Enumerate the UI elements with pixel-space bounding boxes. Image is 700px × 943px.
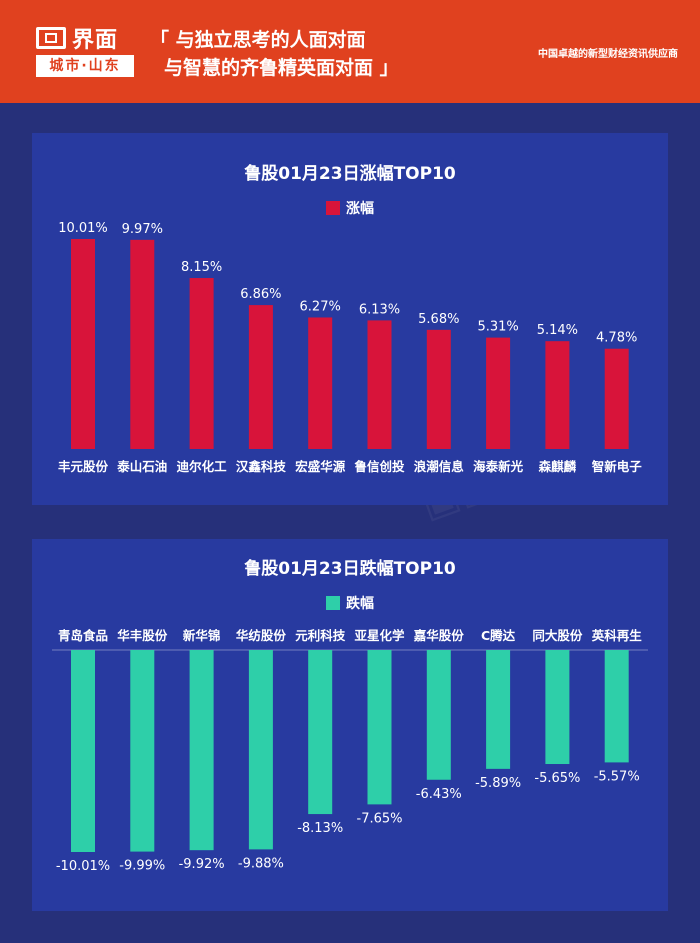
category-label: 英科再生 — [592, 628, 643, 643]
losers-chart-panel: 鲁股01月23日跌幅TOP10 跌幅 青岛食品 -10.01% 华丰股份 -9.99%… — [32, 539, 668, 911]
data-label: -9.88% — [238, 856, 284, 871]
data-label: -5.57% — [594, 769, 640, 784]
data-label: 9.97% — [122, 222, 163, 237]
chart-title: 鲁股01月23日涨幅TOP10 — [244, 164, 456, 184]
slogan: 「 与独立思考的人面对面 与智慧的齐鲁精英面对面 」 — [150, 26, 399, 82]
bar-loss — [604, 650, 629, 763]
bar-loss — [367, 650, 392, 805]
data-label: 5.68% — [418, 312, 459, 327]
category-label: 鲁信创投 — [353, 459, 405, 474]
category-label: 森麒麟 — [539, 459, 577, 474]
legend-label: 涨幅 — [346, 201, 374, 217]
slogan-line-1: 「 与独立思考的人面对面 — [150, 29, 366, 51]
data-label: -8.13% — [297, 821, 343, 836]
data-label: 6.86% — [240, 287, 281, 302]
bar-gain — [71, 239, 95, 449]
bar-loss — [308, 650, 333, 815]
bar-gain — [308, 317, 333, 449]
bar-loss — [130, 650, 155, 852]
bar-loss — [248, 650, 273, 850]
category-label: 丰元股份 — [58, 459, 109, 474]
logo-subtitle: 城市·山东 — [36, 55, 134, 77]
bar-gain — [130, 239, 155, 449]
data-label: -5.89% — [475, 776, 521, 791]
bar-gain — [367, 320, 392, 449]
data-label: -7.65% — [357, 811, 403, 826]
category-label: 亚星化学 — [354, 628, 405, 643]
category-label: 元利科技 — [295, 628, 346, 643]
bar-gain — [486, 337, 511, 449]
data-label: 5.31% — [477, 320, 518, 335]
chart-legend: 跌幅 — [32, 593, 668, 613]
category-label: 华丰股份 — [117, 628, 168, 643]
bar-gain — [248, 305, 273, 449]
bar-loss — [71, 650, 95, 852]
bar-loss — [486, 650, 511, 769]
gainers-chart-panel: 鲁股01月23日涨幅TOP10 涨幅 10.01% 丰元股份 9.97% 泰山石油 8.… — [32, 133, 668, 505]
category-label: 泰山石油 — [116, 459, 167, 474]
data-label: -10.01% — [56, 859, 110, 874]
slogan-line-2: 与智慧的齐鲁精英面对面 」 — [164, 57, 399, 79]
data-label: -5.65% — [534, 771, 580, 786]
tagline: 中国卓越的新型财经资讯供应商 — [538, 49, 678, 60]
category-label: 同大股份 — [532, 628, 583, 643]
chart-title: 鲁股01月23日跌幅TOP10 — [244, 559, 456, 579]
data-label: 6.27% — [300, 299, 341, 314]
chart-legend: 涨幅 — [32, 198, 668, 218]
category-label: C腾达 — [481, 628, 516, 643]
category-label: 浪潮信息 — [414, 459, 465, 474]
header-banner: 界面 城市·山东 「 与独立思考的人面对面 与智慧的齐鲁精英面对面 」 中国卓越… — [0, 0, 700, 103]
legend-label: 跌幅 — [346, 596, 374, 612]
category-label: 迪尔化工 — [177, 459, 228, 474]
data-label: 5.14% — [537, 323, 578, 338]
logo-mark-icon — [36, 27, 66, 49]
category-label: 宏盛华源 — [295, 459, 346, 474]
legend-swatch — [326, 201, 340, 215]
bar-gain — [189, 278, 214, 449]
category-label: 华纺股份 — [236, 628, 287, 643]
category-label: 嘉华股份 — [413, 628, 465, 643]
data-label: 4.78% — [596, 331, 637, 346]
data-label: -6.43% — [416, 787, 462, 802]
data-label: 8.15% — [181, 260, 222, 275]
bar-loss — [189, 650, 214, 851]
category-label: 青岛食品 — [58, 628, 108, 643]
data-label: 6.13% — [359, 302, 400, 317]
brand-logo: 界面 城市·山东 — [36, 24, 134, 78]
gainers-bar-chart: 10.01% 丰元股份 9.97% 泰山石油 8.15% 迪尔化工 6.86% 汉鑫科技 6.2… — [58, 221, 643, 474]
bar-gain — [545, 341, 570, 449]
category-label: 新华锦 — [183, 628, 221, 643]
category-label: 智新电子 — [591, 459, 643, 474]
logo-name: 界面 — [72, 28, 119, 53]
bar-gain — [426, 329, 451, 449]
bar-loss — [426, 650, 451, 780]
category-label: 海泰新光 — [473, 459, 524, 474]
bar-gain — [604, 348, 629, 449]
data-label: -9.99% — [119, 859, 165, 874]
losers-bar-chart: 青岛食品 -10.01% 华丰股份 -9.99% 新华锦 -9.92% 华纺股份 -9.88%… — [52, 628, 648, 874]
bar-loss — [545, 650, 570, 765]
data-label: 10.01% — [58, 221, 108, 236]
data-label: -9.92% — [179, 857, 225, 872]
category-label: 汉鑫科技 — [236, 459, 287, 474]
legend-swatch — [326, 596, 340, 610]
